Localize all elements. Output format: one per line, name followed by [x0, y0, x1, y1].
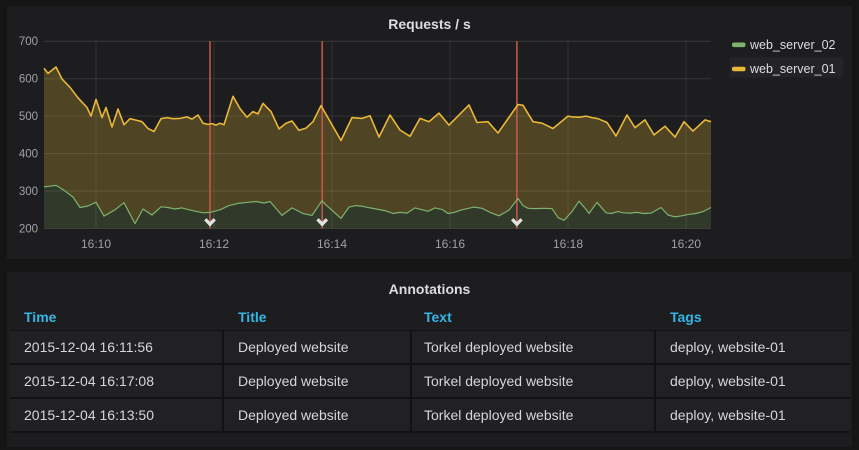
svg-text:web_server_02: web_server_02 [749, 38, 836, 52]
svg-text:700: 700 [19, 36, 38, 48]
svg-text:16:12: 16:12 [199, 237, 229, 251]
svg-text:16:18: 16:18 [553, 237, 583, 251]
svg-text:16:10: 16:10 [81, 237, 111, 251]
svg-text:400: 400 [19, 149, 38, 161]
svg-text:Requests / s: Requests / s [388, 16, 471, 32]
svg-text:200: 200 [19, 224, 38, 236]
svg-text:500: 500 [19, 111, 38, 123]
svg-text:web_server_01: web_server_01 [749, 62, 836, 76]
svg-text:16:16: 16:16 [435, 237, 465, 251]
svg-text:600: 600 [19, 74, 38, 86]
svg-text:300: 300 [19, 186, 38, 198]
svg-text:16:14: 16:14 [317, 237, 347, 251]
svg-text:16:20: 16:20 [671, 237, 701, 251]
